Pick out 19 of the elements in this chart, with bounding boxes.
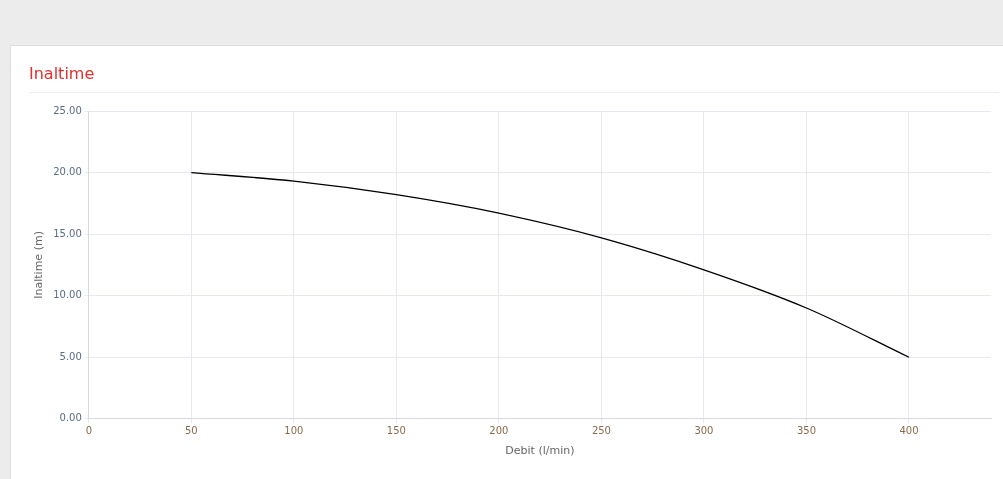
x-tick-label: 100: [284, 425, 304, 437]
x-tick-label: 50: [184, 425, 198, 437]
y-tick-label: 10.00: [53, 289, 82, 301]
chart-title: Inaltime: [29, 64, 95, 83]
x-tick-label: 350: [796, 425, 817, 437]
x-tick-label: 400: [899, 425, 919, 437]
x-tick-label: 150: [386, 425, 406, 437]
y-tick-label: 25.00: [53, 104, 82, 116]
x-tick-label: 200: [489, 425, 509, 437]
y-axis-title: Inaltime (m): [32, 231, 46, 299]
x-tick-label: 0: [85, 425, 93, 437]
y-tick-label: 0.00: [59, 412, 82, 424]
x-tick-label: 300: [694, 425, 714, 437]
y-tick-label: 15.00: [53, 227, 82, 239]
x-tick-label: 250: [591, 425, 611, 437]
y-tick-label: 20.00: [53, 166, 82, 178]
line-series: [190, 171, 910, 358]
y-tick-label: 5.00: [59, 350, 82, 362]
x-axis-title: Debit (l/min): [505, 444, 575, 458]
